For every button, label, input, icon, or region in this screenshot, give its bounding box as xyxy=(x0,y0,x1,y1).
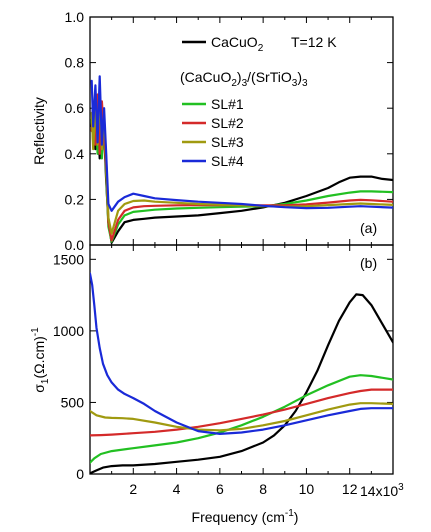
y-tick-label: 0.8 xyxy=(65,55,85,71)
y-tick-label: 0.4 xyxy=(65,146,85,162)
x-tick-label: 6 xyxy=(216,481,224,497)
x-tick-label: 4 xyxy=(173,481,181,497)
legend-group-title: (CaCuO2)3/(SrTiO3)3 xyxy=(180,69,308,89)
temperature-annotation: T=12 K xyxy=(291,34,337,50)
legend-label-sl4: SL#4 xyxy=(211,153,244,169)
legend-label-sl1: SL#1 xyxy=(211,96,244,112)
series-line-4 xyxy=(90,75,393,212)
panel-a-ylabel: Reflectivity xyxy=(31,97,47,165)
y-tick-label: 1500 xyxy=(53,251,84,267)
y-tick-label: 0 xyxy=(76,466,84,482)
x-tick-label: 2 xyxy=(129,481,137,497)
panel-b-ylabel: σ1(Ω.cm)-1 xyxy=(30,327,51,393)
panel-a-series xyxy=(90,75,393,244)
y-tick-label: 0.6 xyxy=(65,100,85,116)
series-line-0 xyxy=(90,293,393,474)
panel-b-series xyxy=(90,272,393,474)
legend-label-sl2: SL#2 xyxy=(211,115,244,131)
panel-b-label: (b) xyxy=(360,255,377,271)
panel-b-xlabel: Frequency (cm-1) xyxy=(192,508,299,525)
x-tick-label: 8 xyxy=(259,481,267,497)
legend-label-sl3: SL#3 xyxy=(211,134,244,150)
legend: CaCuO2 T=12 K (CaCuO2)3/(SrTiO3)3 SL#1 S… xyxy=(180,34,337,169)
y-tick-label: 1000 xyxy=(53,323,84,339)
legend-label-cacuo2: CaCuO2 xyxy=(211,34,264,54)
series-line-2 xyxy=(90,388,393,437)
y-tick-label: 500 xyxy=(61,394,85,410)
y-tick-label: 0.0 xyxy=(65,237,85,253)
x-scale-label: 14x103 xyxy=(360,482,404,499)
y-tick-label: 0.2 xyxy=(65,191,85,207)
series-line-3 xyxy=(90,402,393,432)
panel-a-ticks: 0.0 0.2 0.4 0.6 0.8 1.0 xyxy=(65,9,393,253)
y-tick-label: 1.0 xyxy=(65,9,85,25)
series-line-4 xyxy=(90,272,393,435)
panel-b-ticks: 0 500 1000 1500 2 4 6 8 10 12 xyxy=(53,245,393,497)
x-tick-label: 10 xyxy=(299,481,315,497)
panel-a-label: (a) xyxy=(360,220,377,236)
x-tick-label: 12 xyxy=(342,481,358,497)
panel-b-frame xyxy=(89,244,394,475)
